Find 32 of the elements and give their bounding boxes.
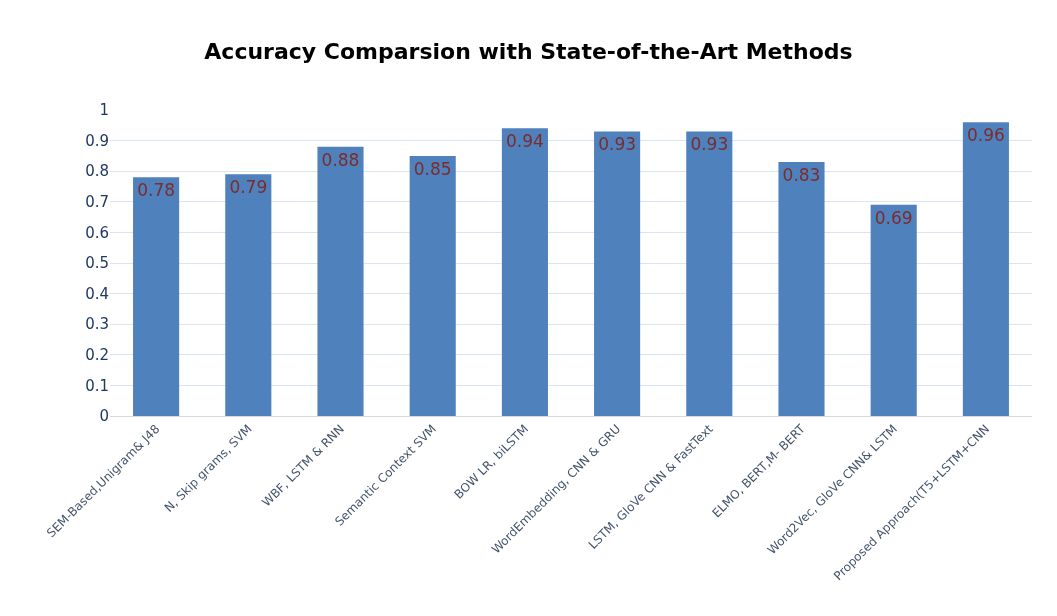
y-tick-label: 0.9 bbox=[85, 131, 109, 150]
data-label: 0.93 bbox=[598, 134, 637, 155]
data-label: 0.85 bbox=[413, 158, 452, 179]
bar bbox=[501, 128, 548, 416]
bar bbox=[778, 162, 825, 416]
bar bbox=[133, 177, 180, 416]
y-tick-label: 0.4 bbox=[85, 284, 109, 303]
bar bbox=[686, 131, 733, 416]
data-label: 0.69 bbox=[874, 207, 913, 228]
data-label: 0.88 bbox=[321, 149, 360, 170]
data-label: 0.79 bbox=[229, 177, 268, 198]
data-label: 0.94 bbox=[505, 131, 544, 152]
bar bbox=[594, 131, 641, 416]
chart-title: Accuracy Comparsion with State-of-the-Art Methods bbox=[204, 38, 853, 64]
bar bbox=[225, 174, 272, 416]
y-tick-label: 0.2 bbox=[85, 346, 109, 365]
y-tick-label: 0.8 bbox=[85, 162, 109, 181]
data-label: 0.96 bbox=[966, 125, 1005, 146]
y-tick-label: 1 bbox=[99, 101, 109, 120]
bar bbox=[409, 155, 456, 416]
y-tick-label: 0.7 bbox=[85, 193, 109, 212]
data-label: 0.83 bbox=[782, 165, 821, 186]
y-tick-label: 0.1 bbox=[85, 376, 109, 395]
y-tick-label: 0.5 bbox=[85, 254, 109, 273]
y-tick-label: 0 bbox=[99, 407, 109, 426]
y-tick-label: 0.6 bbox=[85, 223, 109, 242]
bar bbox=[317, 146, 364, 416]
y-tick-label: 0.3 bbox=[85, 315, 109, 334]
bar bbox=[870, 204, 917, 416]
bar bbox=[962, 122, 1009, 416]
data-label: 0.78 bbox=[137, 180, 176, 201]
data-label: 0.93 bbox=[690, 134, 729, 155]
